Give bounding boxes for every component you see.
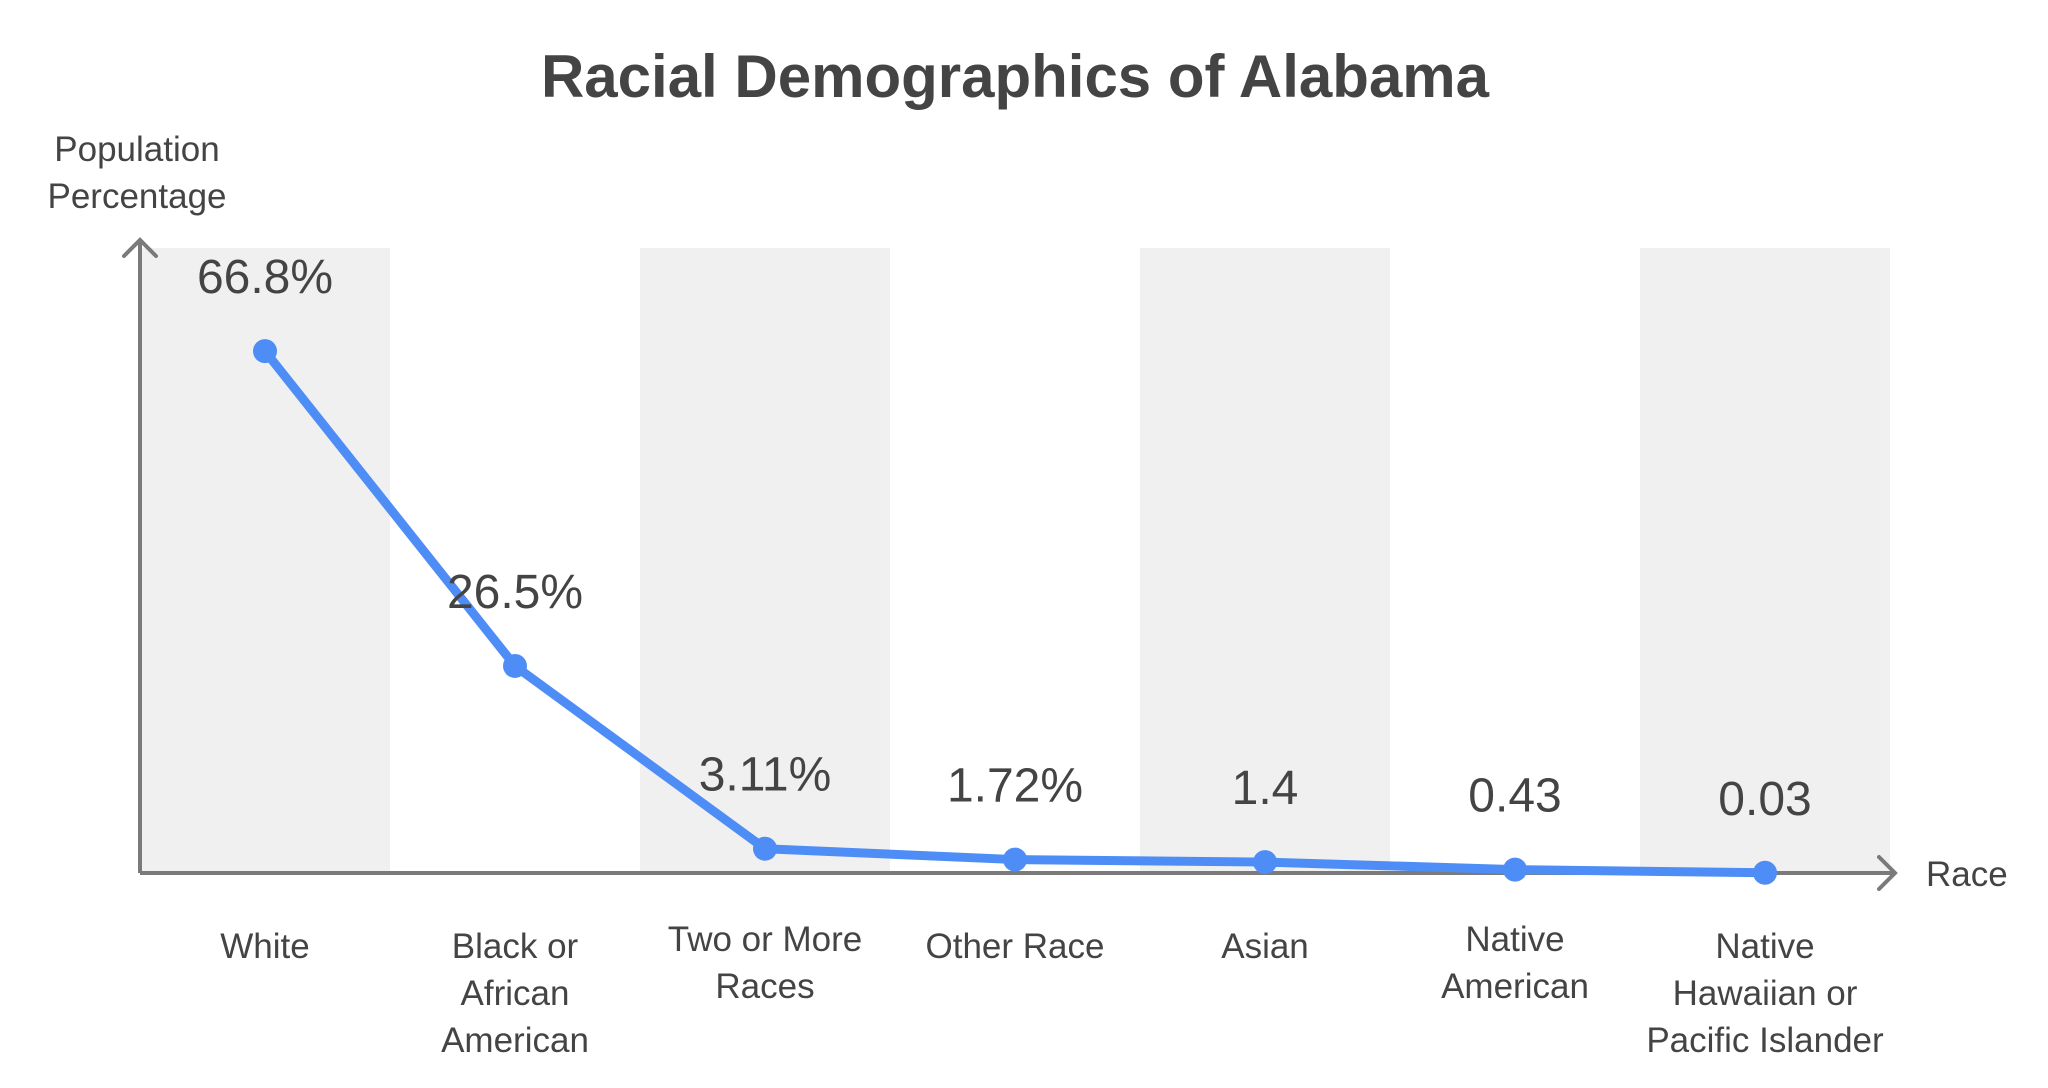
column-band [640,248,890,873]
y-axis-title: Population Percentage [47,130,226,216]
y-axis-arrow [122,237,158,258]
data-label: 66.8% [197,251,333,304]
value-labels: 66.8% 26.5% 3.11% 1.72% 1.4 0.43 0.03 [197,251,1812,826]
data-label: 0.43 [1468,770,1561,823]
category-label: Black or African American [441,927,589,1060]
data-label: 0.03 [1718,773,1811,826]
column-band [1640,248,1890,873]
data-point [753,836,777,861]
data-point [503,653,527,678]
data-point [1753,860,1777,885]
chart-title: Racial Demographics of Alabama [541,43,1490,110]
series-line-group [253,339,1777,885]
category-label: Native American [1441,920,1589,1006]
category-label: Asian [1221,927,1309,966]
category-label: Two or More Races [668,920,863,1006]
data-point [253,339,277,364]
category-label: Native Hawaiian or Pacific Islander [1646,927,1884,1060]
data-label: 26.5% [447,566,583,619]
category-label: White [220,927,309,966]
data-point [1003,847,1027,872]
data-point [1503,857,1527,882]
data-label: 3.11% [699,749,832,802]
column-band [1140,248,1390,873]
category-label: Other Race [926,927,1105,966]
x-axis-title: Race [1926,855,2008,894]
category-labels: White Black or African American Two or More R… [220,920,1884,1060]
data-label: 1.4 [1232,762,1299,815]
data-label: 1.72% [947,760,1083,813]
data-point [1253,850,1277,875]
x-axis-arrow [1877,855,1898,891]
